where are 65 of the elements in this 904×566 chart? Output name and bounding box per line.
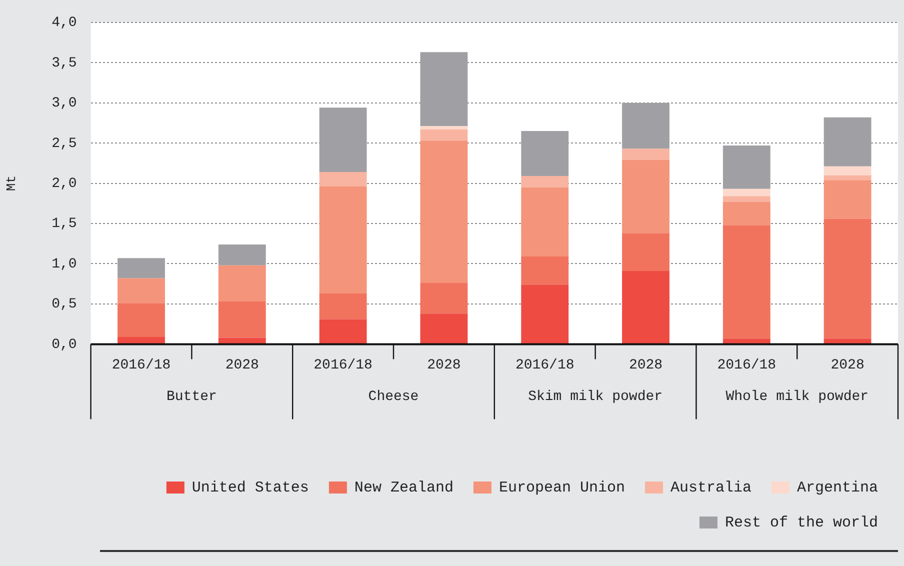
bar [622,102,670,149]
bar [521,187,569,257]
bar [218,244,266,266]
bar [622,148,670,160]
y-tick-label: 0,5 [52,296,77,313]
bar [722,188,770,196]
bar [420,129,468,141]
bar [824,180,872,219]
x-tick-label: 2028 [225,357,259,374]
bar [420,140,468,284]
bar [420,283,468,314]
text: Cheese [368,388,419,405]
bar [722,145,770,189]
y-tick-label: 2,5 [52,136,77,152]
legend-label: Rest of the world [724,514,878,532]
bar [420,52,468,126]
y-tick-label: 1,0 [52,256,77,272]
x-tick-label: 2016/18 [112,357,171,374]
bar [722,202,770,226]
bar [622,270,670,344]
bar [420,314,468,344]
bar [521,284,569,344]
bar [722,225,770,339]
bar [218,265,266,302]
y-tick-label: 3,5 [52,55,77,72]
bar [622,160,670,234]
bar [824,166,872,176]
legend-label: Australia [670,479,752,496]
legend-label: Argentina [796,479,878,496]
x-tick-label: 2016/18 [314,357,372,374]
bar [722,196,770,202]
text: Butter [166,388,217,405]
legend-label: European Union [498,479,625,496]
x-tick-label: 2028 [628,357,663,374]
y-tick-label: 2,0 [52,176,77,192]
bar [319,172,367,187]
bar [218,302,266,338]
bar [319,186,367,294]
y-tick-label: 4,0 [52,15,77,32]
bar [521,256,569,285]
bar [824,117,872,166]
text: Skim milk powder [528,388,663,405]
bar [824,175,872,180]
x-tick-label: 2016/18 [717,357,776,374]
legend-label: United States [192,479,309,496]
y-tick-label: 0,0 [52,336,77,353]
bar [319,108,367,172]
bar [521,131,569,176]
bar [521,176,569,188]
x-tick-label: 2028 [830,357,864,374]
y-tick-label: 3,0 [52,96,77,112]
y-tick-label: 1,5 [52,216,77,232]
bar [118,278,165,304]
x-tick-label: 2028 [427,357,461,374]
text: Whole milk powder [726,388,869,405]
x-tick-label: 2016/18 [515,357,574,374]
bar [824,218,872,339]
bar [118,258,165,278]
legend-label: New Zealand [354,479,454,496]
bar [319,319,367,344]
y-axis-title: Mt [4,175,20,192]
bar [319,294,367,320]
bar [420,126,468,130]
bar [118,303,165,337]
bar [622,233,670,271]
